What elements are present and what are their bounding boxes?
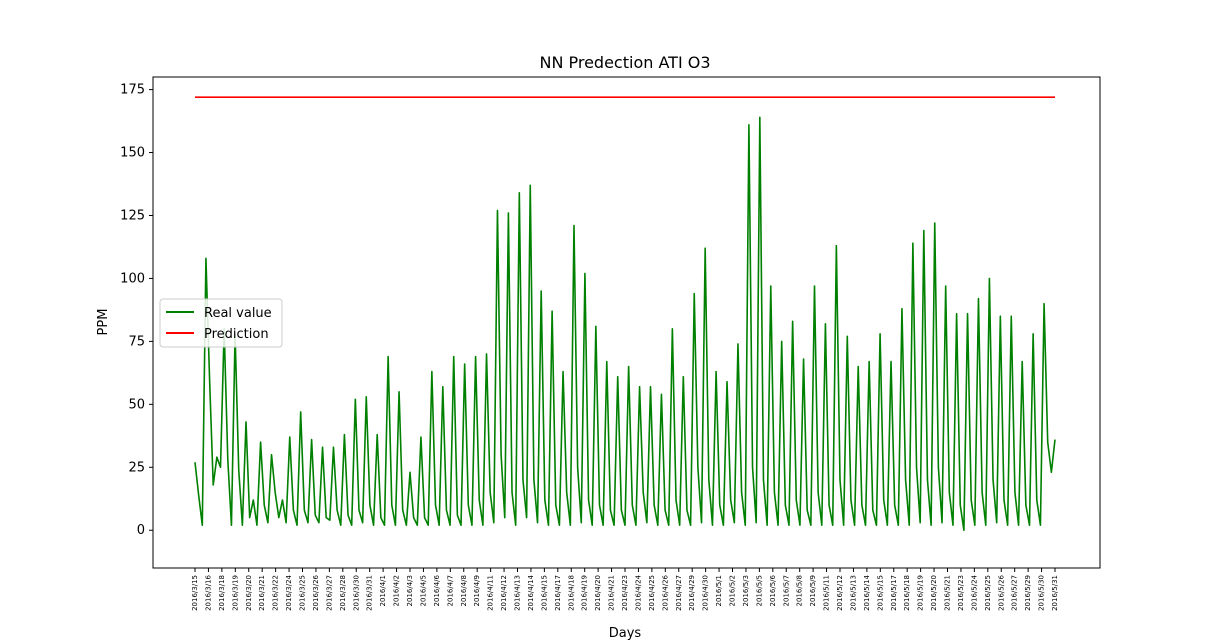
x-tick-label-32: 2016/4/23 [621,575,629,611]
x-tick-label-4: 2016/3/20 [245,575,253,611]
y-tick-label-6: 150 [120,146,145,161]
x-tick-label-59: 2016/5/25 [984,575,992,611]
x-tick-label-29: 2016/4/19 [581,575,589,611]
x-tick-label-22: 2016/4/11 [487,575,495,611]
x-tick-label-10: 2016/3/27 [325,575,333,611]
x-tick-label-63: 2016/5/30 [1038,575,1046,611]
x-tick-label-8: 2016/3/25 [299,575,307,611]
x-tick-label-49: 2016/5/13 [849,575,857,611]
x-tick-label-9: 2016/3/26 [312,574,320,610]
x-tick-label-11: 2016/3/28 [339,575,347,611]
x-tick-label-36: 2016/4/27 [675,575,683,611]
x-tick-label-56: 2016/5/21 [944,575,952,611]
x-tick-label-57: 2016/5/23 [957,575,965,611]
y-tick-label-7: 175 [120,83,145,98]
y-axis-label: PPM [96,309,111,336]
legend-label-real-value: Real value [204,306,272,321]
x-tick-label-60: 2016/5/26 [997,574,1005,610]
x-tick-label-42: 2016/5/5 [755,575,763,606]
x-tick-label-37: 2016/4/29 [688,575,696,611]
x-tick-label-64: 2016/5/31 [1051,575,1059,611]
x-tick-label-30: 2016/4/20 [594,575,602,611]
x-tick-label-26: 2016/4/15 [540,575,548,611]
x-tick-label-52: 2016/5/17 [890,575,898,611]
x-tick-label-47: 2016/5/11 [823,575,831,611]
x-tick-label-45: 2016/5/8 [796,575,804,606]
legend: Real value Prediction [159,298,283,348]
x-tick-label-43: 2016/5/6 [769,574,777,606]
x-tick-label-53: 2016/5/18 [903,575,911,611]
x-tick-label-6: 2016/3/22 [272,575,280,611]
x-tick-label-16: 2016/4/3 [406,575,414,606]
x-tick-label-41: 2016/5/3 [742,575,750,606]
x-tick-label-19: 2016/4/7 [446,575,454,606]
x-tick-label-3: 2016/3/19 [231,575,239,611]
x-tick-label-55: 2016/5/20 [930,575,938,611]
x-axis-label: Days [609,626,642,640]
x-tick-label-51: 2016/5/15 [876,575,884,611]
x-tick-label-13: 2016/3/31 [366,575,374,611]
x-tick-label-0: 2016/3/15 [191,575,199,611]
x-tick-label-1: 2016/3/16 [204,574,212,610]
y-tick-label-2: 50 [128,397,145,412]
x-tick-label-58: 2016/5/24 [970,574,978,610]
y-axis: 0 25 50 75 100 125 150 175 [120,83,153,538]
x-tick-label-54: 2016/5/19 [917,575,925,611]
legend-label-prediction: Prediction [204,327,269,342]
series-line-real-value [194,116,1056,532]
x-tick-label-44: 2016/5/7 [782,575,790,606]
x-tick-label-35: 2016/4/26 [661,574,669,610]
y-tick-label-4: 100 [120,271,145,286]
x-tick-label-15: 2016/4/2 [393,575,401,606]
x-tick-label-39: 2016/5/1 [715,575,723,606]
x-tick-label-28: 2016/4/18 [567,575,575,611]
x-tick-label-48: 2016/5/12 [836,575,844,611]
x-tick-label-18: 2016/4/6 [433,574,441,606]
y-tick-label-0: 0 [137,523,145,538]
y-tick-label-1: 25 [128,460,145,475]
y-tick-label-3: 75 [128,334,145,349]
x-tick-label-12: 2016/3/30 [352,575,360,611]
x-tick-label-23: 2016/4/12 [500,575,508,611]
x-tick-label-62: 2016/5/29 [1024,575,1032,611]
x-tick-label-27: 2016/4/17 [554,575,562,611]
x-tick-label-25: 2016/4/14 [527,574,535,610]
x-tick-label-21: 2016/4/9 [473,575,481,606]
x-tick-label-34: 2016/4/25 [648,575,656,611]
x-tick-label-31: 2016/4/21 [608,575,616,611]
x-tick-label-2: 2016/3/18 [218,575,226,611]
x-tick-label-40: 2016/5/2 [729,575,737,606]
chart-title: NN Predection ATI O3 [539,53,710,72]
series-layer [194,96,1056,532]
x-axis: 2016/3/15 2016/3/16 2016/3/18 2016/3/19 2016… [191,568,1059,611]
x-tick-label-7: 2016/3/24 [285,574,293,610]
y-tick-label-5: 125 [120,208,145,223]
x-tick-label-14: 2016/4/1 [379,575,387,606]
x-tick-label-33: 2016/4/24 [634,574,642,610]
x-tick-label-50: 2016/5/14 [863,574,871,610]
x-tick-label-46: 2016/5/9 [809,575,817,606]
plot-frame [152,76,1101,569]
x-tick-label-17: 2016/4/5 [419,575,427,606]
x-tick-label-24: 2016/4/13 [514,575,522,611]
x-tick-label-38: 2016/4/30 [702,575,710,611]
x-tick-label-5: 2016/3/21 [258,575,266,611]
x-tick-label-20: 2016/4/8 [460,575,468,606]
x-tick-label-61: 2016/5/27 [1011,575,1019,611]
